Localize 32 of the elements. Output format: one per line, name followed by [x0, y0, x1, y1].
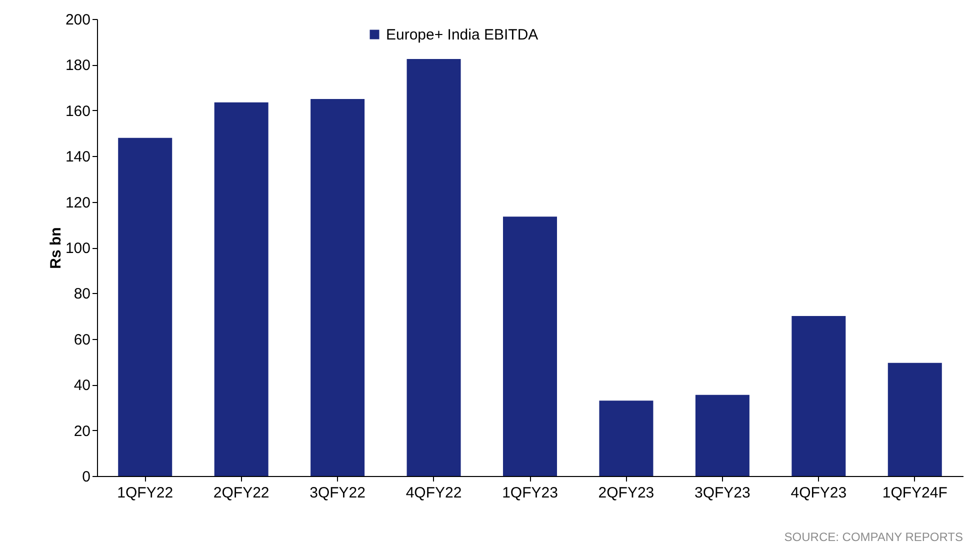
source-note: SOURCE: COMPANY REPORTS — [784, 530, 963, 544]
bar — [118, 138, 172, 476]
bar — [406, 58, 461, 476]
x-tick-label: 1QFY24F — [882, 484, 948, 502]
bar — [695, 394, 750, 476]
x-tick-label: 2QFY23 — [598, 484, 654, 502]
bar — [214, 102, 268, 476]
x-tick-label: 3QFY23 — [694, 484, 750, 502]
x-tick-label: 1QFY22 — [117, 484, 174, 502]
y-tick-label: 140 — [65, 148, 90, 166]
bar — [310, 98, 365, 476]
y-tick-label: 80 — [74, 286, 90, 303]
bar — [792, 316, 846, 476]
x-tick-label: 3QFY22 — [310, 484, 366, 502]
x-tick-label: 2QFY22 — [213, 484, 270, 502]
y-tick-label: 60 — [74, 331, 90, 348]
y-tick-label: 20 — [74, 422, 90, 440]
x-tick-label: 1QFY23 — [502, 484, 558, 502]
bar — [503, 216, 557, 476]
y-tick-label: 120 — [65, 194, 90, 212]
y-axis-title: Rs bn — [47, 227, 64, 269]
x-tick-label: 4QFY23 — [790, 484, 847, 502]
y-tick-label: 180 — [65, 57, 90, 74]
x-tick-label: 4QFY22 — [406, 484, 462, 502]
y-tick-label: 200 — [65, 12, 90, 28]
bar — [888, 362, 942, 476]
bar — [599, 400, 654, 476]
y-tick-label: 160 — [65, 102, 90, 120]
y-tick-label: 40 — [74, 377, 90, 394]
y-tick-label: 0 — [82, 468, 90, 486]
legend-label: Europe+ India EBITDA — [386, 26, 538, 44]
y-tick-label: 100 — [65, 240, 90, 257]
